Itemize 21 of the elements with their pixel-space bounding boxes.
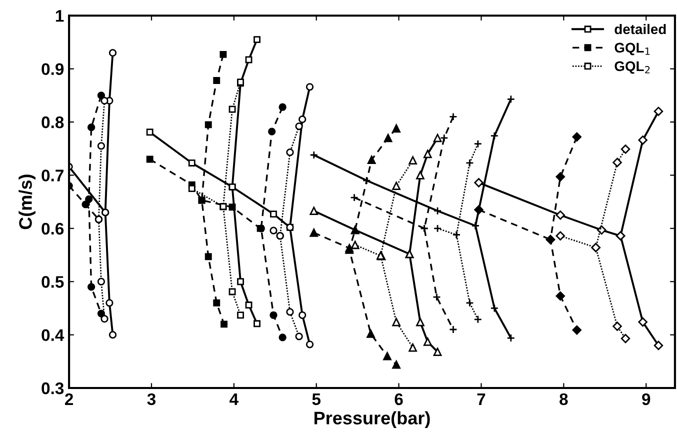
x-tick-label: 9 [642,393,650,406]
y-tick-label: 0.4 [42,329,64,342]
x-axis-title: Pressure(bar) [314,411,430,428]
x-tick-label: 4 [230,393,238,405]
x-tick-label: 3 [147,393,156,406]
y-tick-label: 0.8 [42,116,64,128]
legend-label: detailed [614,24,666,34]
legend-label: GQL$_{2}$ [614,61,650,74]
x-tick-label: 5 [312,393,321,406]
y-tick-label: 0.3 [42,382,64,394]
y-tick-label: 0.6 [42,222,64,235]
x-tick-label: 2 [65,393,74,405]
legend-label: GQL$_{1}$ [614,42,650,56]
x-tick-label: 8 [560,393,568,406]
x-tick-label: 6 [394,393,403,406]
x-tick-label: 7 [477,393,486,405]
y-tick-label: 0.7 [42,170,64,182]
y-axis-title: C(m/s) [18,174,36,230]
y-tick-label: 0.9 [42,63,64,76]
y-tick-label: 1 [56,10,64,22]
y-tick-label: 0.5 [42,276,64,288]
